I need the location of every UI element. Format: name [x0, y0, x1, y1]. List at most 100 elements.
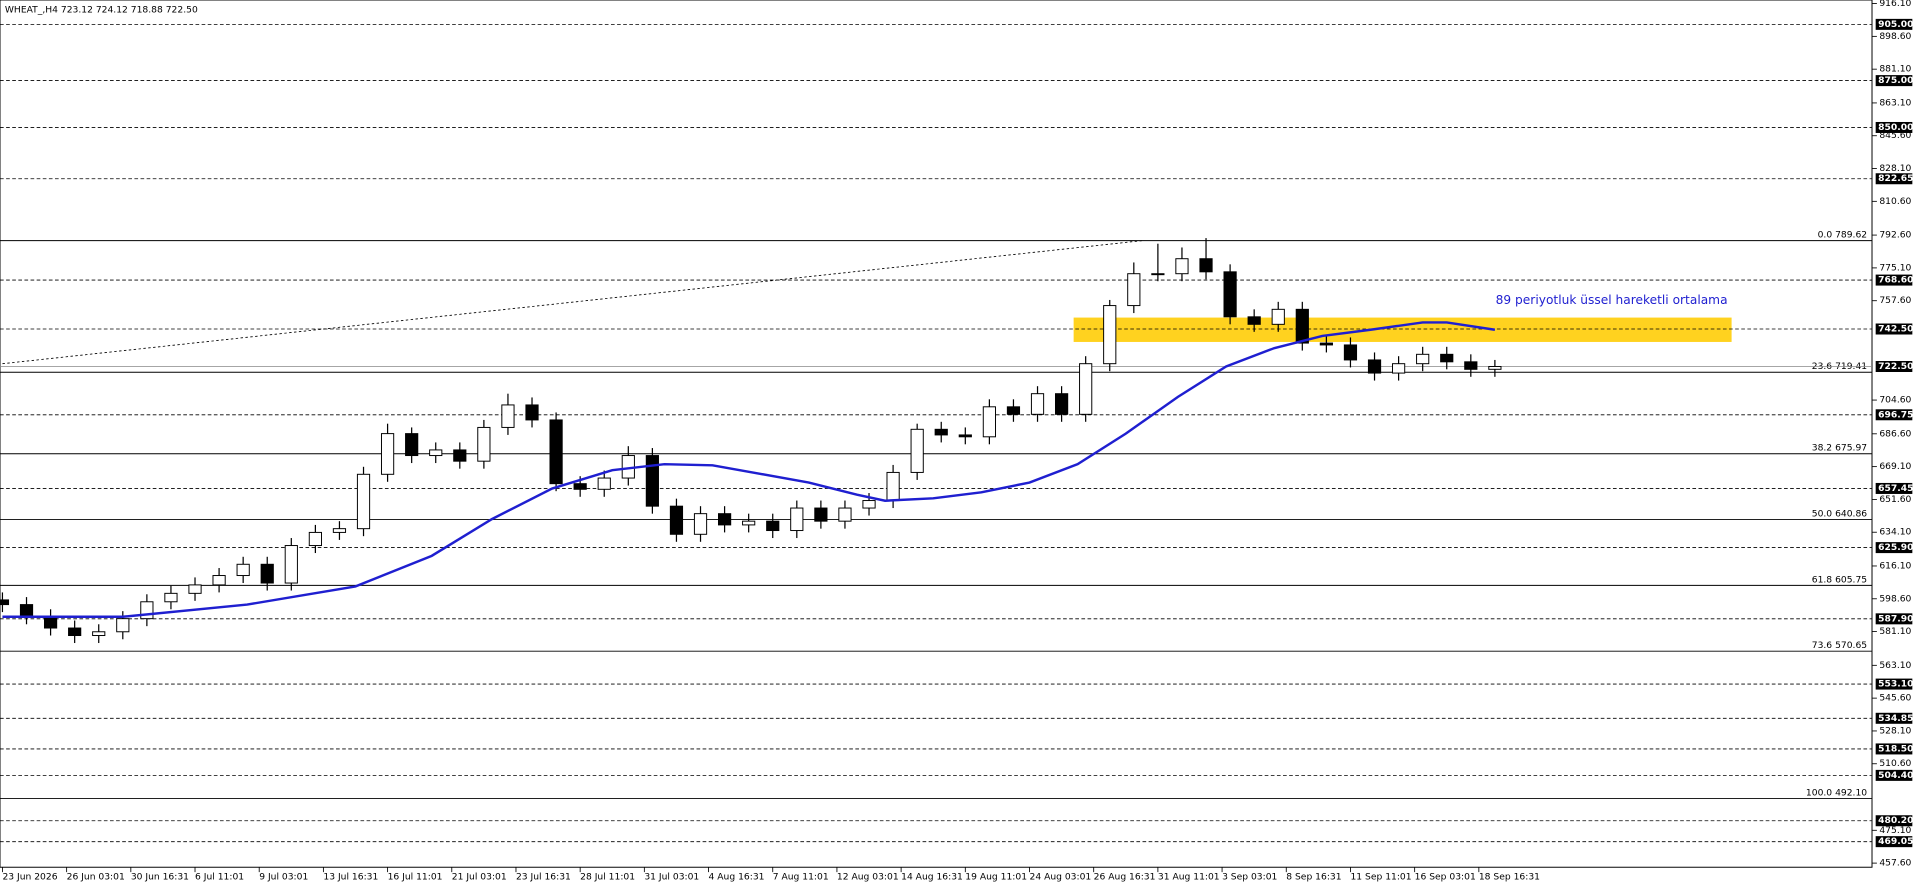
candle-body	[838, 507, 852, 522]
candle-body	[1319, 342, 1333, 346]
y-tick-label: 757.60	[1879, 295, 1911, 306]
fib-label: 100.0 492.10	[1806, 787, 1867, 798]
x-tick-label: 3 Sep 03:01	[1222, 872, 1277, 883]
candle-body	[1199, 258, 1213, 273]
x-tick-label: 8 Sep 16:31	[1286, 872, 1341, 883]
candle-body	[1464, 361, 1478, 370]
y-tick-label: 704.60	[1879, 395, 1911, 406]
annotation: 89 periyotluk üssel hareketli ortalama	[1496, 293, 1728, 307]
candle-body	[1343, 344, 1358, 361]
candle-body	[934, 428, 948, 436]
fib-price: 605.75	[1835, 574, 1867, 585]
candle-body	[188, 584, 202, 594]
candle-body	[164, 592, 178, 603]
level-box	[1875, 769, 1913, 781]
fib-label: 61.8 605.75	[1812, 574, 1868, 585]
candle-body	[260, 563, 274, 584]
level-label: 696.75	[1878, 409, 1913, 420]
y-tick-label: 792.60	[1879, 230, 1911, 241]
candle-body	[1440, 353, 1454, 363]
x-tick-label: 23 Jul 16:31	[516, 872, 571, 883]
candle-body	[1103, 305, 1117, 365]
fib-label: 0.0 789.62	[1818, 229, 1868, 240]
level-label: 822.65	[1878, 173, 1913, 184]
level-label: 875.00	[1878, 75, 1913, 86]
x-tick-label: 7 Aug 11:01	[773, 872, 829, 883]
candle-body	[862, 500, 876, 509]
level-label: 518.50	[1878, 743, 1913, 754]
candle-body	[645, 455, 659, 507]
x-tick-label: 31 Aug 11:01	[1158, 872, 1220, 883]
x-tick-label: 31 Jul 03:01	[644, 872, 699, 883]
candle-body	[549, 419, 563, 485]
ema-line	[2, 321, 1496, 618]
level-box	[1875, 121, 1913, 133]
candle-body	[429, 449, 443, 457]
level-label: 469.05	[1878, 836, 1913, 847]
x-tick-label: 18 Sep 16:31	[1479, 872, 1540, 883]
candle-body	[1247, 316, 1261, 325]
candle-body	[790, 507, 804, 532]
level-label: 768.60	[1878, 275, 1913, 286]
level-label: 742.50	[1878, 324, 1913, 335]
candle-body	[1223, 271, 1237, 318]
candle-body	[140, 601, 154, 620]
x-tick-label: 30 Jun 16:31	[131, 872, 189, 883]
level-box	[1875, 743, 1913, 755]
level-label: 480.20	[1878, 815, 1913, 826]
fib-price: 675.97	[1835, 442, 1867, 453]
candle-body	[525, 404, 539, 421]
level-box	[1875, 323, 1913, 335]
level-box	[1875, 815, 1913, 827]
candle-body	[742, 520, 756, 526]
x-tick-label: 11 Sep 11:01	[1350, 872, 1411, 883]
x-tick-label: 21 Jul 03:01	[452, 872, 507, 883]
fib-ratio: 61.8	[1812, 574, 1833, 585]
x-tick-label: 12 Aug 03:01	[837, 872, 899, 883]
x-tick-label: 28 Jul 11:01	[580, 872, 635, 883]
level-box	[1875, 18, 1913, 30]
fib-ratio: 100.0	[1806, 787, 1832, 798]
candle-body	[1416, 353, 1430, 365]
x-tick-label: 9 Jul 03:01	[259, 872, 308, 883]
level-box	[1875, 836, 1913, 848]
x-tick-label: 26 Aug 16:31	[1094, 872, 1156, 883]
candle-body	[886, 471, 900, 502]
y-tick-label: 581.10	[1879, 626, 1911, 637]
fib-ratio: 50.0	[1812, 508, 1833, 519]
x-tick-label: 23 Jun 2026	[2, 872, 57, 883]
y-tick-label: 651.60	[1879, 494, 1911, 505]
y-tick-label: 810.60	[1879, 196, 1911, 207]
y-tick-label: 828.10	[1879, 163, 1911, 174]
zone	[1073, 317, 1732, 342]
candle-body	[1006, 406, 1021, 415]
y-tick-label: 916.10	[1879, 0, 1911, 9]
y-tick-label: 686.60	[1879, 428, 1911, 439]
x-tick-label: 26 Jun 03:01	[67, 872, 125, 883]
candle-body	[597, 477, 611, 490]
candle-body	[1151, 273, 1165, 276]
level-label: 534.85	[1878, 713, 1913, 724]
y-tick-label: 634.10	[1879, 527, 1911, 538]
candle-body	[356, 473, 371, 530]
x-tick-label: 16 Sep 03:01	[1415, 872, 1476, 883]
level-label: 553.10	[1878, 679, 1913, 690]
candle-body	[477, 426, 491, 462]
y-tick-label: 563.10	[1879, 660, 1911, 671]
x-tick-label: 4 Aug 16:31	[709, 872, 765, 883]
candle-body	[1175, 258, 1189, 275]
candle-body	[1392, 363, 1406, 374]
candle-body	[68, 627, 82, 637]
chart-title: WHEAT_,H4 723.12 724.12 718.88 722.50	[5, 4, 198, 15]
y-tick-label: 863.10	[1879, 97, 1911, 108]
candle-body	[1079, 363, 1093, 415]
candle-body	[92, 631, 106, 637]
candle-body	[453, 449, 467, 462]
level-label: 625.90	[1878, 542, 1913, 553]
candle-body	[405, 433, 419, 457]
level-label: 657.45	[1878, 483, 1913, 494]
y-tick-label: 898.60	[1879, 31, 1911, 42]
fib-price: 492.10	[1835, 787, 1867, 798]
fib-price: 640.86	[1835, 508, 1867, 519]
